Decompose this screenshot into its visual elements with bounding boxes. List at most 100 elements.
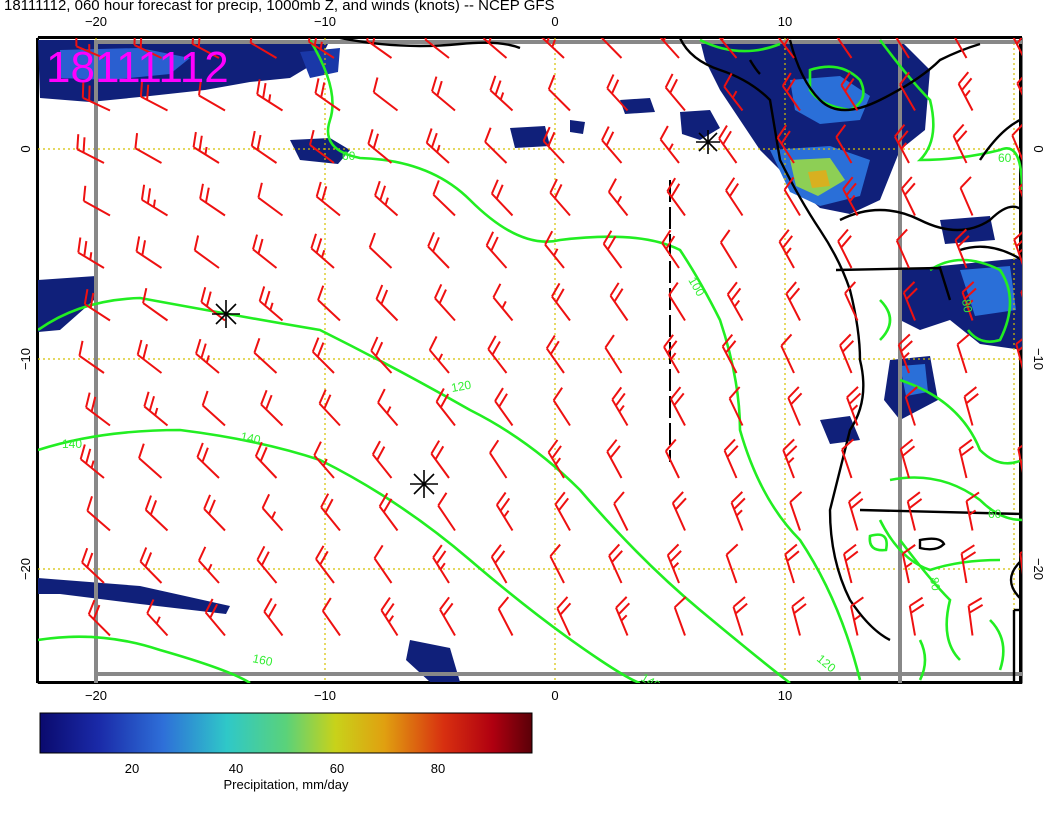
wind-barb (377, 388, 399, 427)
wind-barb (198, 80, 226, 112)
wind-barb (783, 176, 801, 217)
wind-barb (253, 338, 278, 374)
marker-1 (212, 300, 240, 328)
lat-lon-grid (38, 38, 1022, 683)
wind-barb (320, 493, 341, 532)
wind-barb (950, 38, 968, 59)
wind-barb (952, 123, 968, 164)
wind-barb (191, 38, 220, 59)
wind-barb (902, 281, 918, 321)
wind-barb (723, 72, 744, 112)
colorbar-tick: 20 (125, 761, 139, 776)
wind-barb (489, 439, 508, 479)
wind-barb (77, 237, 105, 269)
wind-barb (432, 180, 456, 217)
wind-barb (431, 76, 456, 112)
x-tick: 0 (551, 14, 558, 29)
colorbar-tick: 40 (229, 761, 243, 776)
wind-barb (82, 185, 111, 217)
wind-barb (309, 129, 335, 164)
wind-barb (839, 333, 855, 374)
wind-barb (139, 81, 168, 112)
wind-barb (192, 131, 220, 164)
wind-barb (250, 130, 278, 164)
wind-barb (611, 386, 629, 427)
wind-barb (726, 281, 744, 321)
wind-barb (960, 544, 977, 584)
wind-barb (135, 236, 163, 269)
wind-barb (602, 230, 623, 269)
y-axis-right: 0 −10 −20 (1031, 145, 1046, 580)
low-pressure-markers (212, 130, 720, 498)
marker-3 (696, 130, 720, 154)
wind-barb (606, 439, 623, 479)
wind-barb (1013, 228, 1022, 269)
wind-barb (552, 387, 571, 427)
wind-barb (730, 491, 746, 531)
height-contours (38, 38, 1022, 683)
wind-barb (256, 79, 284, 112)
contour-label: 120 (450, 378, 472, 395)
colorbar-tick: 60 (330, 761, 344, 776)
wind-barb (547, 439, 565, 479)
x-axis-bottom: −20 −10 0 10 (85, 688, 792, 703)
wind-barb (489, 75, 514, 112)
wind-barb (846, 386, 862, 426)
wind-barb (908, 596, 925, 636)
wind-barb (658, 38, 680, 59)
wind-barb (787, 386, 803, 426)
wind-barb (138, 443, 163, 479)
wind-barb (615, 596, 631, 636)
x-tick: −10 (314, 14, 336, 29)
contour-label: 80 (959, 298, 975, 314)
wind-barb (544, 230, 565, 269)
wind-barb (372, 77, 399, 112)
x-tick: −10 (314, 688, 336, 703)
wind-barb (494, 387, 514, 427)
x-axis-top: −20 −10 0 10 (85, 14, 792, 29)
wind-barb (81, 82, 111, 112)
wind-barb (895, 228, 910, 269)
domain-box (94, 40, 1022, 683)
wind-barb (490, 179, 514, 217)
wind-barb (81, 547, 105, 584)
wind-barb (204, 598, 226, 637)
contour-label: 60 (998, 151, 1012, 165)
wind-barb (1009, 38, 1022, 59)
wind-barb (892, 38, 910, 59)
colorbar-gradient (39, 712, 533, 754)
wind-barb (254, 441, 278, 479)
wind-barb (956, 333, 970, 374)
wind-barb (897, 333, 913, 374)
wind-barb (307, 38, 335, 59)
wind-barb (899, 71, 916, 111)
wind-barb (485, 231, 508, 269)
wind-barb (608, 543, 623, 584)
wind-barb (1024, 493, 1043, 531)
wind-barb (719, 229, 738, 269)
wind-barb (1022, 387, 1044, 425)
wind-barb (664, 73, 686, 112)
wind-barb (252, 234, 278, 269)
wind-barb (835, 124, 853, 164)
wind-barb (193, 235, 220, 269)
y-tick: −10 (1031, 348, 1046, 370)
wind-barb (142, 287, 169, 322)
wind-barb (967, 597, 984, 636)
wind-barb (959, 176, 974, 216)
wind-barb (439, 596, 456, 636)
wind-barb (140, 184, 169, 217)
wind-barb (906, 491, 923, 531)
wind-barb (780, 333, 795, 374)
wind-barb (315, 181, 341, 217)
wind-barb (668, 281, 686, 322)
wind-barb (542, 126, 565, 164)
wind-barb (601, 126, 623, 164)
wind-barb (424, 38, 450, 59)
wind-barb (841, 438, 855, 479)
wind-barb (721, 333, 738, 374)
x-tick: 10 (778, 14, 792, 29)
wind-barb (541, 38, 565, 59)
wind-barb (1018, 176, 1022, 216)
